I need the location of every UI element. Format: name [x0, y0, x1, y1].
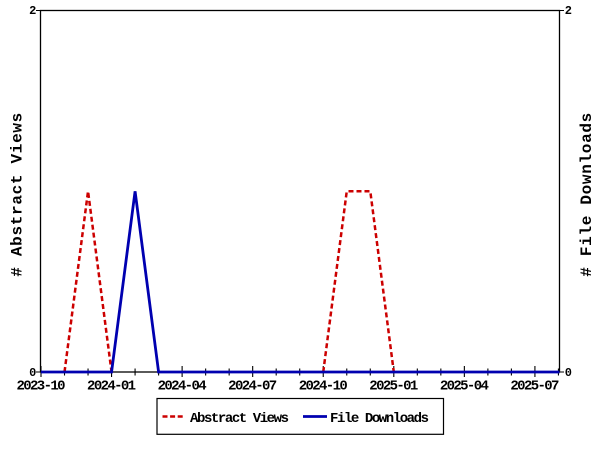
svg-text:0: 0: [29, 366, 36, 380]
svg-text:# File Downloads: # File Downloads: [578, 113, 596, 277]
svg-text:File Downloads: File Downloads: [330, 411, 429, 427]
svg-text:2: 2: [29, 4, 36, 18]
svg-text:2024-01: 2024-01: [87, 379, 136, 395]
svg-text:2024-04: 2024-04: [158, 379, 207, 395]
svg-text:# Abstract Views: # Abstract Views: [8, 113, 26, 277]
svg-text:2024-07: 2024-07: [228, 379, 277, 395]
svg-text:2023-10: 2023-10: [17, 379, 66, 395]
svg-text:0: 0: [565, 366, 572, 380]
svg-text:2024-10: 2024-10: [299, 379, 348, 395]
svg-text:2: 2: [565, 4, 572, 18]
svg-text:2025-04: 2025-04: [440, 379, 489, 395]
svg-text:2025-01: 2025-01: [369, 379, 418, 395]
svg-text:2025-07: 2025-07: [510, 379, 559, 395]
svg-text:Abstract Views: Abstract Views: [190, 411, 289, 427]
